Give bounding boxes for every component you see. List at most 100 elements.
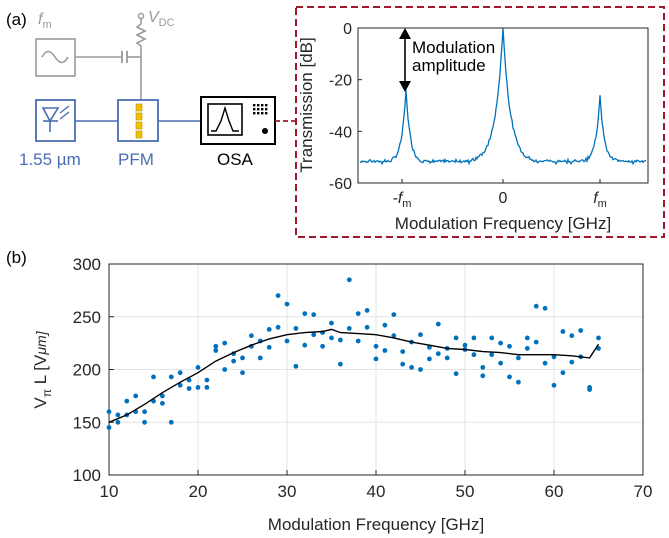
data-point bbox=[400, 361, 406, 367]
y-tick-label: 300 bbox=[73, 255, 101, 274]
data-point bbox=[160, 393, 165, 399]
resistor-icon bbox=[135, 19, 147, 100]
data-point bbox=[240, 370, 245, 376]
data-point bbox=[346, 326, 352, 331]
x-axis-label: Modulation Frequency [GHz] bbox=[268, 515, 484, 534]
data-point bbox=[266, 344, 272, 350]
osa-screen-icon bbox=[207, 103, 243, 136]
data-point bbox=[275, 293, 281, 298]
data-point bbox=[480, 373, 486, 379]
x-ticks: 10 20 30 40 50 60 70 bbox=[100, 470, 653, 501]
data-point bbox=[355, 311, 361, 316]
data-point bbox=[284, 301, 290, 307]
data-point bbox=[462, 342, 468, 348]
x-tick-label: 70 bbox=[634, 482, 653, 501]
data-point bbox=[498, 360, 503, 366]
data-point bbox=[471, 335, 477, 341]
data-point bbox=[391, 333, 397, 339]
spectrum-inset-frame bbox=[295, 6, 665, 238]
data-point bbox=[338, 361, 343, 367]
data-point bbox=[329, 320, 334, 326]
data-point bbox=[249, 333, 254, 339]
modulation-amplitude-arrow bbox=[399, 28, 411, 92]
data-point bbox=[409, 365, 414, 370]
data-point bbox=[168, 419, 174, 425]
vdc-label: VDC bbox=[148, 9, 175, 29]
data-point bbox=[435, 321, 441, 327]
data-point bbox=[453, 371, 459, 377]
data-point bbox=[435, 351, 441, 357]
data-point bbox=[444, 355, 450, 361]
spectrum-trace bbox=[359, 27, 647, 166]
data-point bbox=[311, 312, 317, 317]
data-point bbox=[231, 358, 237, 364]
data-point bbox=[311, 332, 317, 338]
spectrum-plot: 0 -20 -40 -60 -fm 0 fm Modulation amplitude T… bbox=[297, 21, 649, 233]
sine-wave-icon bbox=[41, 50, 69, 64]
y-tick-label: 150 bbox=[73, 413, 101, 432]
data-point bbox=[373, 343, 379, 349]
data-point bbox=[177, 370, 183, 376]
data-point bbox=[418, 367, 423, 372]
y-tick-label: 0 bbox=[343, 21, 352, 38]
data-point bbox=[302, 311, 308, 316]
y-tick-label: -40 bbox=[329, 124, 352, 141]
data-point bbox=[106, 409, 112, 415]
data-point bbox=[489, 335, 495, 341]
y-tick-label: 200 bbox=[73, 361, 101, 380]
spectrum-axes-box bbox=[357, 27, 649, 184]
data-point bbox=[222, 367, 228, 372]
laser-source bbox=[35, 99, 76, 142]
data-point bbox=[346, 277, 352, 283]
annotation-line-1: Modulation bbox=[412, 38, 495, 57]
data-point bbox=[204, 377, 210, 383]
y-tick-label: 100 bbox=[73, 466, 101, 485]
data-point bbox=[222, 340, 228, 346]
data-point bbox=[418, 332, 423, 338]
data-point bbox=[542, 305, 548, 311]
laser-wavelength-label: 1.55 µm bbox=[19, 150, 81, 169]
y-ticks: 100 150 200 250 300 bbox=[73, 255, 114, 485]
data-point bbox=[524, 335, 530, 341]
x-tick-label: 20 bbox=[189, 482, 208, 501]
y-tick-label: -20 bbox=[329, 73, 352, 90]
x-tick-label: 10 bbox=[100, 482, 119, 501]
grid bbox=[108, 263, 644, 476]
y-tick-label: -60 bbox=[329, 176, 352, 193]
data-point bbox=[302, 342, 308, 348]
osa-device bbox=[200, 96, 276, 145]
data-point bbox=[284, 338, 290, 344]
data-point bbox=[382, 322, 388, 328]
data-point bbox=[115, 419, 121, 425]
data-point bbox=[542, 360, 548, 366]
data-point bbox=[516, 379, 521, 385]
data-point bbox=[489, 352, 495, 358]
data-point bbox=[204, 385, 210, 390]
x-tick-label: 30 bbox=[278, 482, 297, 501]
data-point bbox=[133, 393, 139, 399]
trend-line bbox=[108, 328, 600, 423]
spectrum-x-ticks: -fm 0 fm bbox=[393, 179, 607, 210]
y-tick-label: 250 bbox=[73, 308, 101, 327]
data-point bbox=[560, 370, 566, 376]
data-point bbox=[569, 359, 575, 365]
data-point bbox=[364, 308, 370, 313]
pfm-label: PFM bbox=[118, 150, 154, 169]
data-point bbox=[471, 352, 477, 358]
data-point bbox=[275, 324, 281, 330]
data-point bbox=[293, 363, 299, 369]
data-point bbox=[124, 398, 130, 404]
data-point bbox=[186, 386, 192, 391]
data-point bbox=[142, 419, 148, 425]
data-point bbox=[355, 338, 361, 344]
spectrum-x-label: Modulation Frequency [GHz] bbox=[395, 214, 611, 233]
data-point bbox=[320, 343, 325, 349]
data-point bbox=[524, 346, 530, 351]
data-point bbox=[329, 335, 334, 341]
x-tick-label: fm bbox=[593, 190, 607, 210]
laser-diode-icon bbox=[41, 107, 60, 123]
x-tick-label: 60 bbox=[545, 482, 564, 501]
data-point bbox=[364, 324, 370, 330]
fm-label: fm bbox=[38, 11, 52, 31]
